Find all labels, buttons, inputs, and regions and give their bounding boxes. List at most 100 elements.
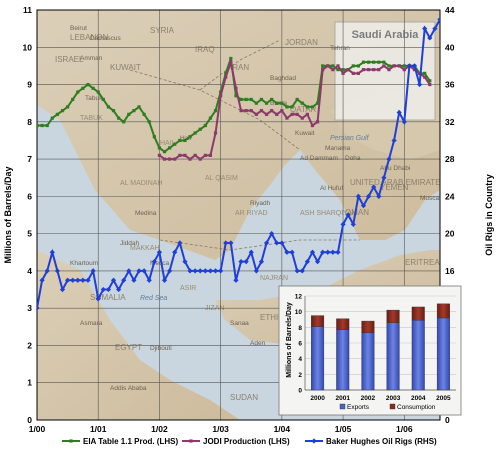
map-city-label: Abu Dhabi	[380, 165, 410, 172]
inset-bar-exports	[386, 322, 400, 391]
map-city-label: Tabuk	[85, 95, 103, 102]
y-tick-label-left: 7	[27, 154, 32, 164]
x-tick-label: 1/03	[212, 424, 229, 434]
map-city-label: Sanaa	[230, 320, 249, 327]
data-point	[269, 231, 275, 237]
map-city-label: Manama	[325, 145, 351, 152]
x-tick-label: 1/02	[151, 424, 168, 434]
data-point	[330, 249, 336, 255]
data-point	[229, 60, 233, 64]
y-tick-label-left: 8	[27, 117, 32, 127]
map-city-label: Tehran	[330, 45, 350, 52]
data-point	[411, 63, 418, 69]
data-point	[197, 268, 203, 274]
data-point	[346, 68, 350, 72]
data-point	[136, 268, 142, 274]
y-tick-label-left: 1	[27, 378, 32, 388]
inset-legend-swatch	[339, 403, 346, 410]
data-point	[289, 249, 295, 255]
legend-marker	[189, 439, 193, 443]
inset-bar-exports	[336, 329, 350, 391]
data-point	[192, 268, 198, 274]
data-point	[310, 105, 315, 109]
map-city-label: Khartoum	[70, 260, 98, 267]
inset-bar-consumption	[336, 318, 350, 330]
data-point	[416, 81, 423, 88]
data-point	[382, 60, 386, 64]
data-point	[39, 277, 45, 283]
inset-bar-chart: 0 2 4 6 8 10 12 2000 2001 2002 2003 2004 2005 Milli…	[278, 285, 462, 416]
map-country-label: IRAN	[230, 63, 249, 72]
inset-legend-swatch	[389, 403, 396, 410]
map-country-label: SUDAN	[230, 393, 258, 402]
y-tick-label-left: 6	[27, 191, 32, 201]
inset-bar-consumption	[361, 320, 375, 334]
map-city-label: Jiddah	[120, 240, 140, 247]
data-point	[351, 64, 355, 68]
map-country-label: QATAR	[290, 105, 317, 114]
inset-x-tick-label: 2005	[436, 395, 451, 402]
data-point	[406, 63, 412, 69]
data-point	[437, 16, 440, 22]
data-point	[141, 268, 147, 274]
inset-bars	[311, 303, 450, 391]
inset-bar-consumption	[411, 306, 425, 321]
inset-legend: Exports Consumption	[339, 403, 436, 411]
map-region-label: HAIL	[160, 140, 176, 147]
data-point	[248, 249, 254, 255]
data-point	[423, 75, 427, 79]
data-point	[86, 82, 90, 87]
data-point	[198, 157, 202, 161]
data-point	[110, 277, 117, 283]
data-point	[116, 286, 122, 293]
y-tick-label-right: 40	[445, 42, 455, 52]
data-point	[249, 97, 253, 102]
data-point	[396, 109, 402, 116]
y-tick-label-right: 16	[445, 266, 455, 276]
data-point	[173, 157, 177, 161]
data-point	[290, 112, 294, 116]
data-point	[85, 277, 91, 283]
y-tick-label-left: 11	[23, 5, 32, 15]
inset-bar-exports	[311, 326, 325, 391]
data-point	[280, 101, 284, 105]
data-point	[224, 75, 228, 79]
data-point	[397, 64, 401, 68]
data-point	[321, 68, 325, 72]
map-region-label: AL QASIM	[205, 175, 238, 182]
data-point	[401, 119, 407, 125]
inset-bar-consumption	[386, 309, 400, 323]
inset-x-tick-label: 2002	[361, 395, 376, 402]
data-point	[223, 240, 229, 246]
data-point	[96, 90, 100, 94]
map-city-label: Riyadh	[250, 200, 271, 207]
data-point	[122, 120, 126, 124]
y-axis-left-ticks: 0 1 2 3 4 5 6 7 8 9 10 11	[23, 5, 33, 425]
data-point	[156, 249, 163, 255]
data-point	[183, 138, 187, 143]
data-point	[172, 249, 178, 255]
data-point	[208, 153, 213, 157]
map-country-label: EGYPT	[115, 343, 142, 352]
map-region-label: ASH SHARQIYAH	[300, 210, 357, 217]
data-point	[244, 109, 248, 113]
data-point	[392, 64, 396, 68]
map-region-label: MAKKAH	[130, 245, 160, 252]
data-point	[340, 221, 346, 227]
data-point	[295, 112, 299, 116]
map-sea-label: Persian Gulf	[330, 135, 370, 142]
data-point	[233, 277, 239, 283]
data-point	[127, 112, 131, 116]
legend-item: JODI Production (LHS)	[182, 437, 290, 446]
data-point	[101, 97, 105, 102]
data-point	[391, 137, 397, 144]
data-point	[147, 120, 151, 124]
data-point	[50, 116, 54, 120]
data-point	[162, 150, 167, 154]
data-point	[224, 71, 228, 75]
inset-y-axis-label: Millions of Barrels/Day	[286, 302, 293, 378]
map-region-label: TABUK	[80, 115, 103, 122]
legend-label: Baker Hughes Oil Rigs (RHS)	[326, 437, 437, 446]
data-point	[258, 258, 265, 265]
map-city-label: Kuwait	[295, 130, 315, 137]
